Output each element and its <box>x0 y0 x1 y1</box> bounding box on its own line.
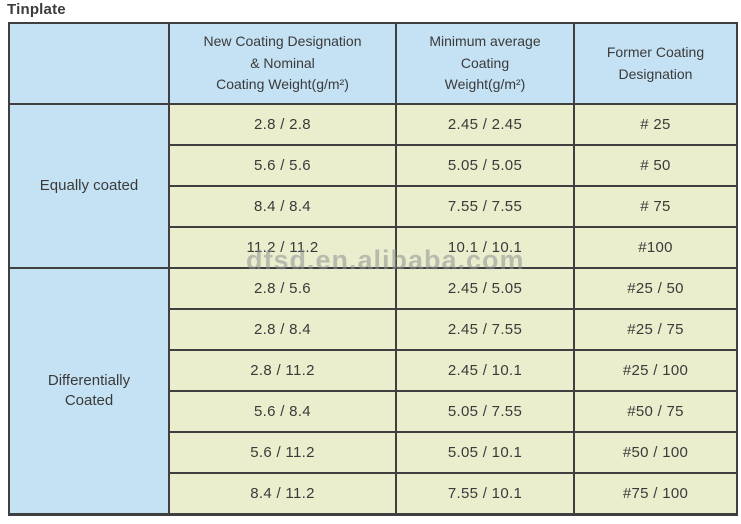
nominal-weight-cell: 2.8 / 2.8 <box>168 103 397 146</box>
nominal-weight-cell: 2.8 / 8.4 <box>168 308 397 351</box>
former-designation-cell: #25 / 100 <box>573 349 738 392</box>
table-row: 2.8 / 8.4 2.45 / 7.55 #25 / 75 <box>9 308 738 351</box>
table-row: Equally coated 2.8 / 2.8 2.45 / 2.45 # 2… <box>8 103 738 269</box>
minimum-weight-cell: 7.55 / 7.55 <box>395 185 575 228</box>
former-designation-cell: #25 / 75 <box>573 308 738 351</box>
table-row: 11.2 / 11.2 10.1 / 10.1 #100 <box>9 226 738 269</box>
table-row: 8.4 / 8.4 7.55 / 7.55 # 75 <box>9 185 738 228</box>
header-new-coating: New Coating Designation & Nominal Coatin… <box>168 22 397 105</box>
nominal-weight-cell: 8.4 / 8.4 <box>168 185 397 228</box>
minimum-weight-cell: 5.05 / 5.05 <box>395 144 575 187</box>
minimum-weight-cell: 5.05 / 10.1 <box>395 431 575 474</box>
tinplate-coating-table: New Coating Designation & Nominal Coatin… <box>8 22 738 516</box>
former-designation-cell: #25 / 50 <box>573 267 738 310</box>
group-label-differentially-coated: Differentially Coated <box>8 267 170 515</box>
minimum-weight-cell: 7.55 / 10.1 <box>395 472 575 515</box>
table-row: 5.6 / 8.4 5.05 / 7.55 #50 / 75 <box>9 390 738 433</box>
minimum-weight-cell: 10.1 / 10.1 <box>395 226 575 269</box>
header-minimum-average: Minimum average Coating Weight(g/m²) <box>395 22 575 105</box>
table-row: 5.6 / 11.2 5.05 / 10.1 #50 / 100 <box>9 431 738 474</box>
minimum-weight-cell: 2.45 / 7.55 <box>395 308 575 351</box>
nominal-weight-cell: 5.6 / 8.4 <box>168 390 397 433</box>
table-row: 5.6 / 5.6 5.05 / 5.05 # 50 <box>9 144 738 187</box>
nominal-weight-cell: 5.6 / 11.2 <box>168 431 397 474</box>
former-designation-cell: # 25 <box>573 103 738 146</box>
table-row: 8.4 / 11.2 7.55 / 10.1 #75 / 100 <box>9 472 738 515</box>
minimum-weight-cell: 2.45 / 5.05 <box>395 267 575 310</box>
page-title: Tinplate <box>7 1 66 18</box>
former-designation-cell: #75 / 100 <box>573 472 738 515</box>
former-designation-cell: #50 / 100 <box>573 431 738 474</box>
former-designation-cell: #100 <box>573 226 738 269</box>
coating-spec-table: New Coating Designation & Nominal Coatin… <box>8 22 738 516</box>
former-designation-cell: # 50 <box>573 144 738 187</box>
header-row: New Coating Designation & Nominal Coatin… <box>8 22 738 105</box>
former-designation-cell: #50 / 75 <box>573 390 738 433</box>
nominal-weight-cell: 5.6 / 5.6 <box>168 144 397 187</box>
header-blank-cell <box>8 22 170 105</box>
minimum-weight-cell: 2.45 / 10.1 <box>395 349 575 392</box>
minimum-weight-cell: 5.05 / 7.55 <box>395 390 575 433</box>
table-row: Differentially Coated 2.8 / 5.6 2.45 / 5… <box>8 267 738 515</box>
nominal-weight-cell: 8.4 / 11.2 <box>168 472 397 515</box>
former-designation-cell: # 75 <box>573 185 738 228</box>
nominal-weight-cell: 2.8 / 5.6 <box>168 267 397 310</box>
nominal-weight-cell: 11.2 / 11.2 <box>168 226 397 269</box>
minimum-weight-cell: 2.45 / 2.45 <box>395 103 575 146</box>
header-former-designation: Former Coating Designation <box>573 22 738 105</box>
group-label-equally-coated: Equally coated <box>8 103 170 269</box>
nominal-weight-cell: 2.8 / 11.2 <box>168 349 397 392</box>
table-row: 2.8 / 11.2 2.45 / 10.1 #25 / 100 <box>9 349 738 392</box>
